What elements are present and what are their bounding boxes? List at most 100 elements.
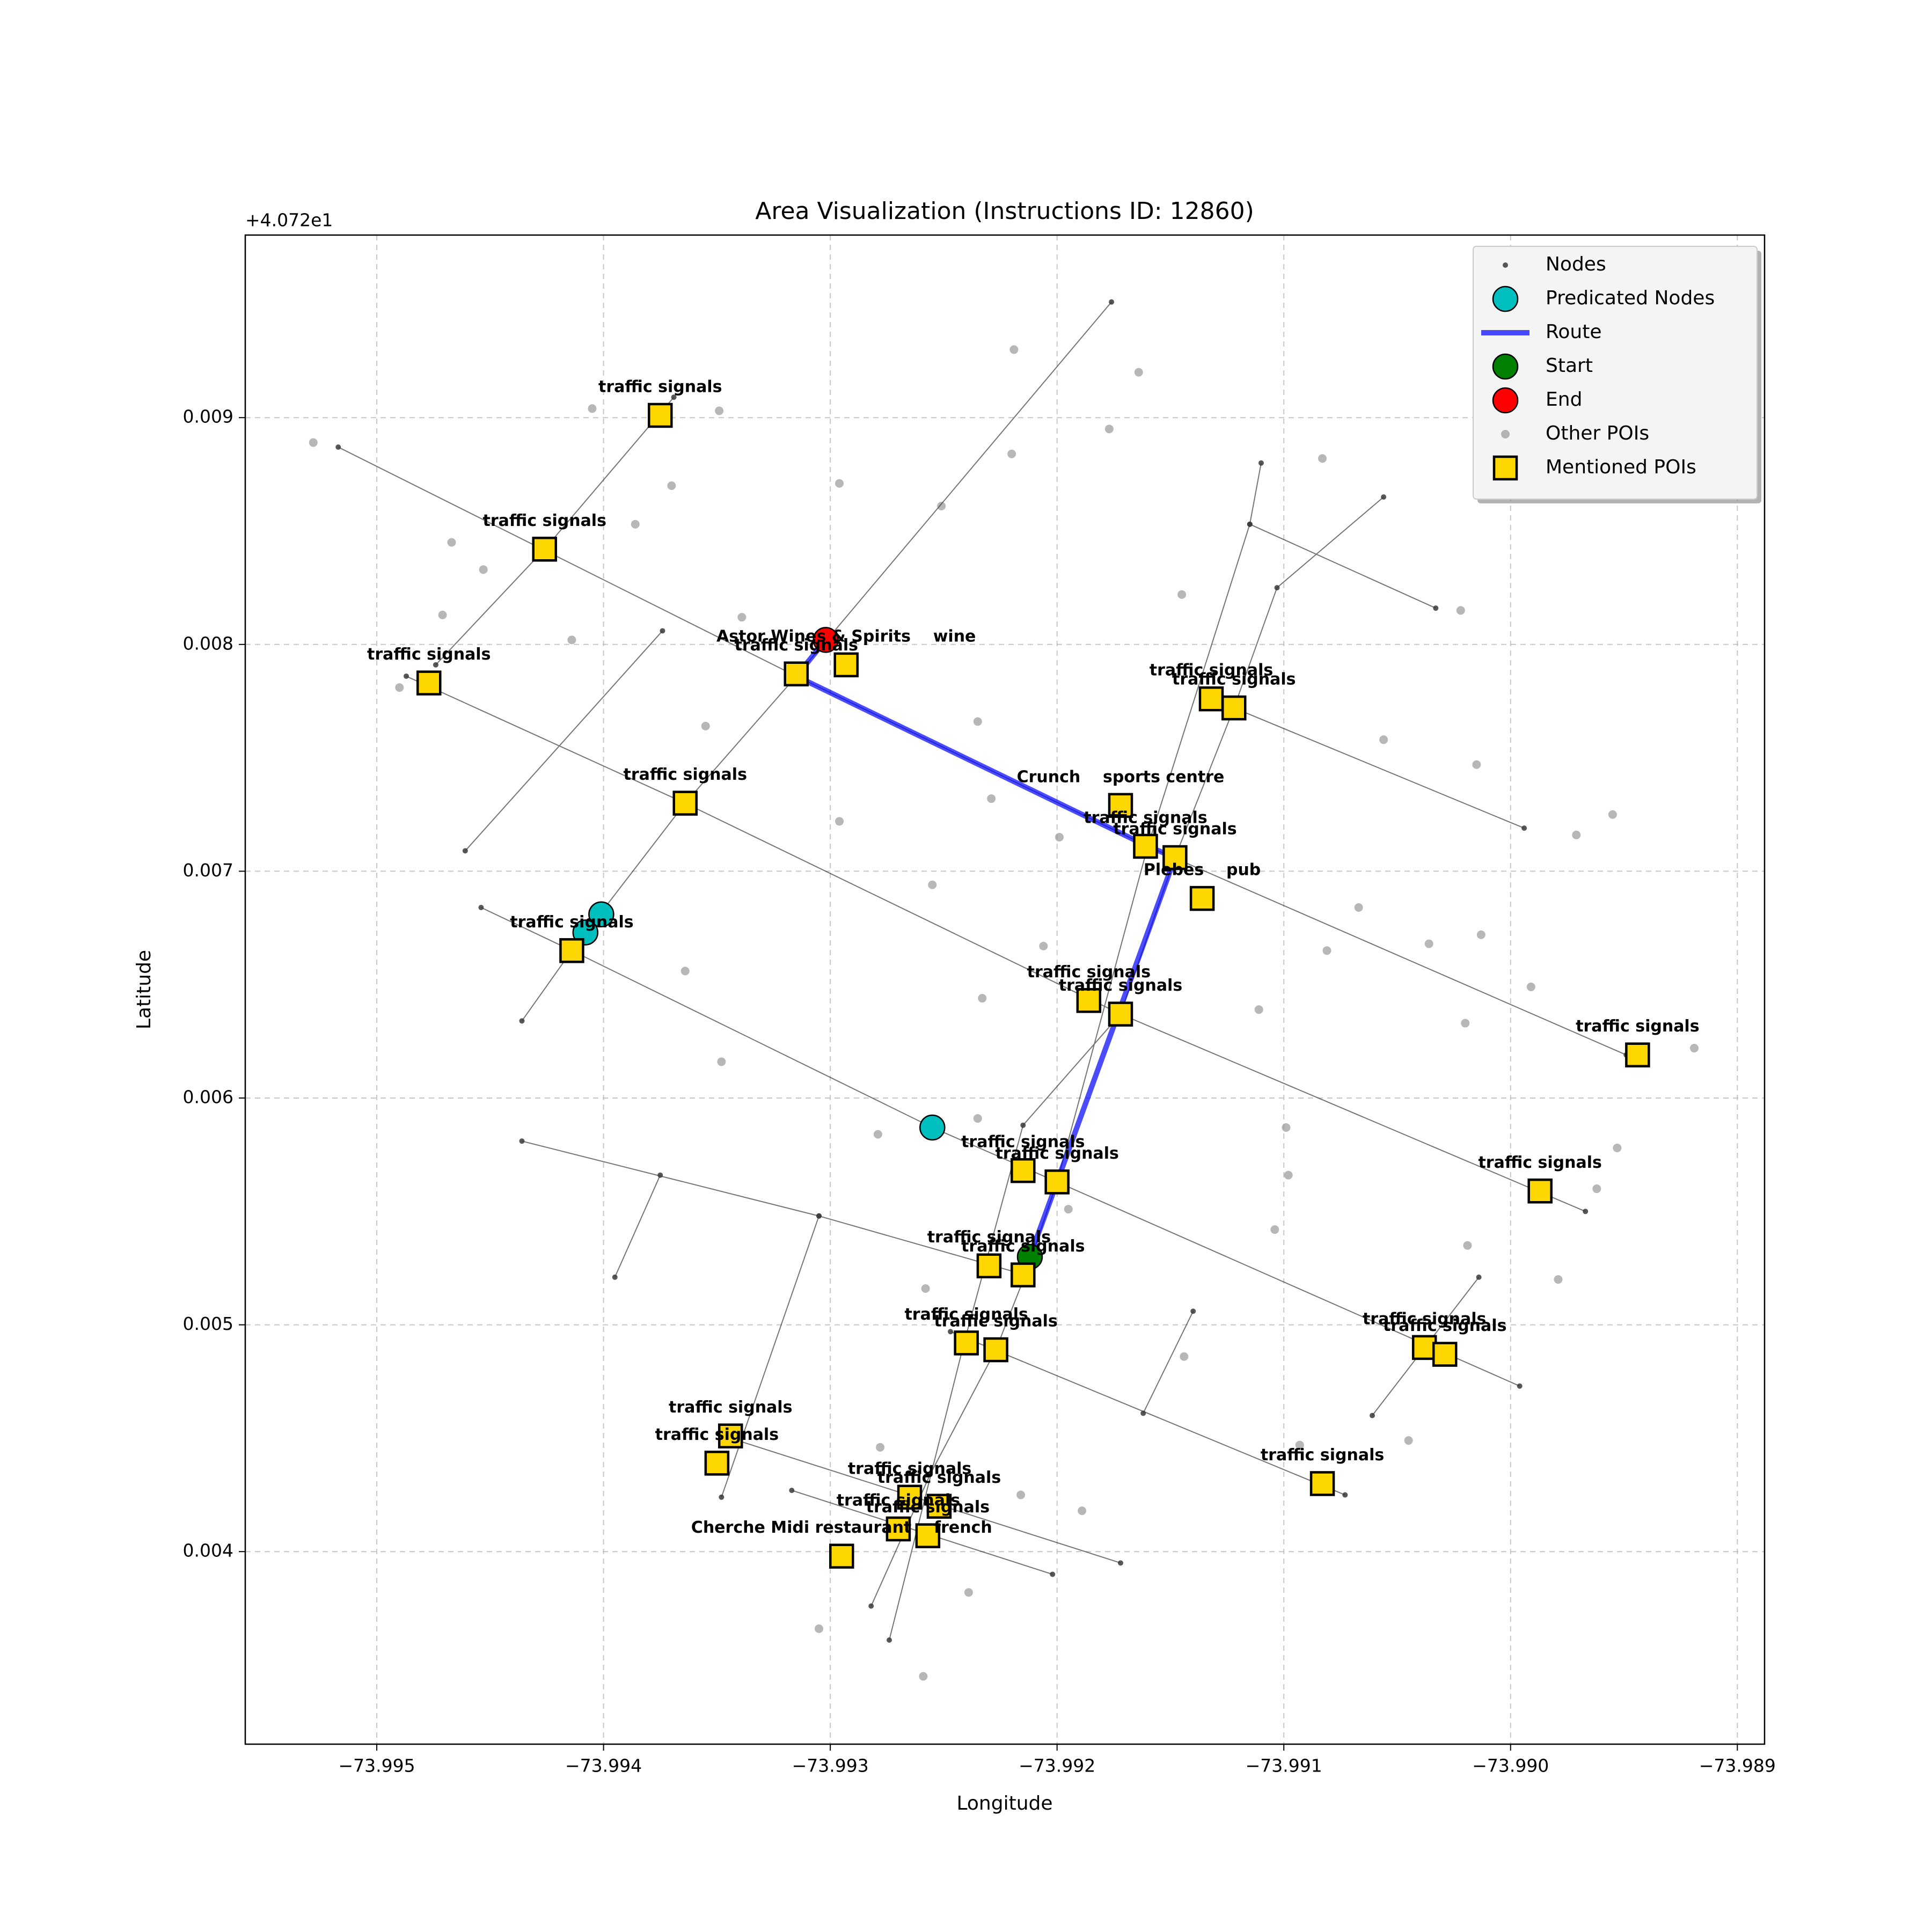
- poi-label: traffic signals: [483, 511, 606, 530]
- poi-marker: [1076, 988, 1102, 1013]
- node: [478, 905, 484, 911]
- poi-marker: [897, 1484, 923, 1510]
- y-tick-label: 0.008: [183, 633, 233, 654]
- marker: [717, 1057, 726, 1066]
- marker: [438, 610, 447, 619]
- y-tick-label: 0.009: [183, 406, 233, 427]
- poi-label: traffic signals: [837, 1491, 960, 1510]
- poi-label: traffic signals: [1261, 1446, 1384, 1465]
- marker: [1009, 345, 1019, 354]
- poi-label: traffic signals: [904, 1305, 1028, 1324]
- node: [1140, 1410, 1146, 1416]
- axes-frame: [244, 234, 1766, 1745]
- marker: [1104, 425, 1114, 434]
- node: [1247, 521, 1253, 527]
- poi-marker: [1011, 1262, 1036, 1287]
- marker: [1354, 903, 1363, 912]
- node: [657, 1172, 663, 1178]
- marker: [835, 479, 844, 488]
- poi-marker: [1133, 833, 1158, 859]
- marker: [1295, 1440, 1304, 1450]
- poi-marker: [915, 1523, 941, 1548]
- marker: [987, 794, 996, 803]
- axes: −73.995 −73.994 −73.993 −73.992 −73.991 −73.9…: [183, 406, 1776, 1776]
- node: [887, 1637, 892, 1643]
- marker: [1134, 368, 1143, 377]
- poi-label: traffic signals: [1576, 1017, 1699, 1036]
- node: [816, 1213, 822, 1219]
- marker: [835, 817, 844, 826]
- poi-label: traffic signals: [961, 1237, 1085, 1256]
- node: [927, 1472, 933, 1477]
- node: [1370, 1413, 1375, 1418]
- node: [1020, 1122, 1026, 1128]
- node: [404, 673, 409, 679]
- node: [789, 1488, 795, 1494]
- node: [1274, 585, 1280, 591]
- node: [433, 662, 438, 668]
- marker: [1284, 1170, 1293, 1180]
- marker: [973, 717, 982, 726]
- x-tick-label: −73.994: [565, 1755, 642, 1776]
- legend-label: Nodes: [1546, 253, 1606, 275]
- offset-text: +4.072e1: [245, 210, 333, 231]
- marker: [1592, 1184, 1601, 1194]
- node: [519, 1018, 525, 1024]
- y-tick-label: 0.004: [183, 1540, 233, 1561]
- node: [1258, 460, 1264, 466]
- node: [1583, 1209, 1589, 1214]
- marker: [1526, 982, 1535, 991]
- poi-label: traffic signals: [866, 1498, 990, 1517]
- poi-label: traffic signals: [848, 1459, 971, 1478]
- poi-marker: [833, 652, 859, 678]
- x-tick-label: −73.989: [1699, 1755, 1776, 1776]
- poi-label: Astor Wines & Spirits wine: [716, 627, 976, 646]
- marker: [1461, 1019, 1470, 1028]
- node: [948, 1329, 954, 1335]
- legend-marker: [1492, 455, 1518, 481]
- marker: [1554, 1275, 1563, 1284]
- marker: [964, 1588, 973, 1597]
- marker: [1463, 1241, 1472, 1250]
- marker: [1572, 830, 1581, 839]
- legend-frame: [1473, 246, 1758, 500]
- poi-label: traffic signals: [961, 1133, 1085, 1152]
- node: [1521, 825, 1527, 831]
- node: [519, 1138, 525, 1144]
- marker: [815, 1624, 824, 1633]
- poi-label: Crunch sports centre: [1017, 767, 1225, 786]
- poi-marker: [829, 1543, 854, 1569]
- poi-marker: [1162, 845, 1188, 870]
- legend-marker: [1492, 286, 1519, 312]
- poi-marker: [672, 791, 698, 816]
- poi-label: traffic signals: [1084, 808, 1207, 827]
- marker: [631, 519, 640, 529]
- poi-label: traffic signals: [624, 765, 747, 784]
- poi-label: traffic signals: [1027, 963, 1151, 982]
- poi-marker: [1044, 1169, 1070, 1195]
- node: [1109, 299, 1115, 305]
- legend-label: Mentioned POIs: [1546, 456, 1696, 478]
- marker: [567, 635, 576, 645]
- legend-label: Route: [1546, 321, 1602, 343]
- marker: [1379, 735, 1388, 744]
- marker: [737, 613, 747, 622]
- marker: [1282, 1123, 1291, 1132]
- marker: [447, 538, 456, 547]
- poi-marker: [1309, 1471, 1335, 1496]
- marker: [921, 1284, 930, 1293]
- x-tick-label: −73.995: [339, 1755, 415, 1776]
- marker: [973, 1114, 982, 1123]
- node: [1050, 1571, 1056, 1577]
- node: [1517, 1383, 1523, 1389]
- node: [1190, 1308, 1196, 1314]
- node: [1476, 1274, 1482, 1280]
- marker: [1472, 760, 1481, 769]
- marker: [813, 627, 839, 653]
- legend-marker: [1501, 430, 1510, 438]
- marker: [588, 901, 614, 927]
- node: [868, 1603, 874, 1609]
- poi-marker: [1411, 1335, 1437, 1360]
- marker: [1476, 930, 1485, 939]
- poi-label: Plebes pub: [1144, 861, 1261, 880]
